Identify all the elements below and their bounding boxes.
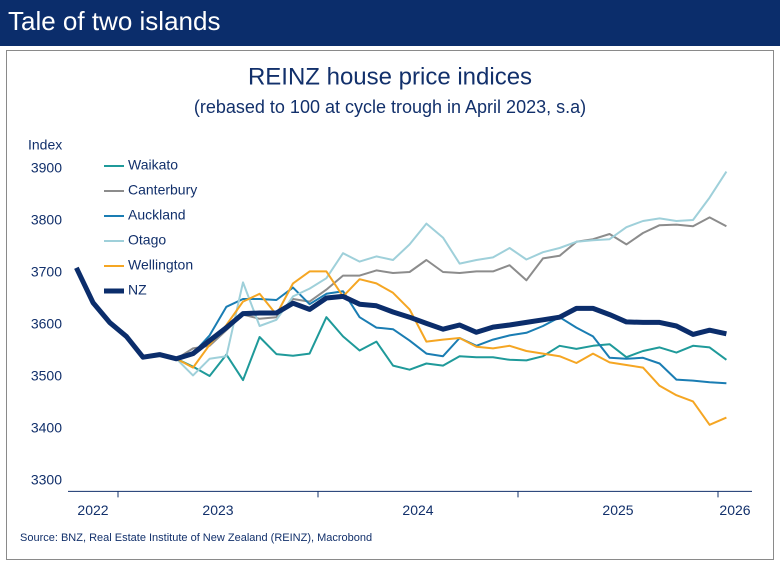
x-tick-label: 2022: [77, 502, 108, 518]
header-title: Tale of two islands: [8, 6, 220, 36]
series-line: [175, 316, 727, 382]
source-note: Source: BNZ, Real Estate Institute of Ne…: [20, 532, 372, 544]
legend-label: Waikato: [128, 157, 178, 173]
legend-label: Auckland: [128, 207, 186, 223]
y-tick-label: 3500: [31, 368, 62, 384]
legend-label: Canterbury: [128, 182, 197, 198]
chart-title: REINZ house price indices: [248, 63, 532, 90]
x-tick-label: 2024: [402, 502, 433, 518]
series-line: [74, 266, 727, 362]
y-tick-label: 3400: [31, 420, 62, 436]
series-line: [175, 216, 727, 360]
chart-frame: [6, 50, 774, 560]
series-line: [175, 171, 728, 377]
x-tick-label: 2026: [719, 502, 750, 518]
legend-label: Otago: [128, 232, 166, 248]
y-tick-label: 3900: [31, 160, 62, 176]
header-bar: [0, 0, 780, 46]
chart-subtitle: (rebased to 100 at cycle trough in April…: [194, 97, 586, 117]
y-axis-label: Index: [28, 137, 62, 153]
legend-label: Wellington: [128, 257, 193, 273]
y-tick-label: 3800: [31, 212, 62, 228]
series-line: [175, 270, 727, 426]
series-line: [176, 286, 727, 385]
x-tick-label: 2023: [202, 502, 233, 518]
y-tick-label: 3300: [31, 472, 62, 488]
y-tick-label: 3600: [31, 316, 62, 332]
y-tick-label: 3700: [31, 264, 62, 280]
x-tick-label: 2025: [602, 502, 633, 518]
legend-label: NZ: [128, 282, 147, 298]
